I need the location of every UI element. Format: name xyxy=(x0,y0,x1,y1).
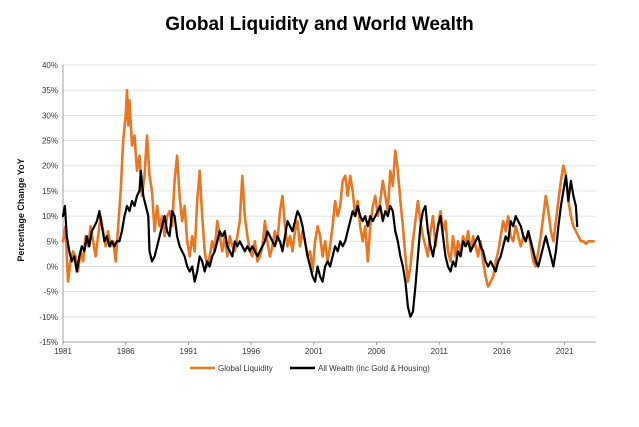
y-tick-label: -10% xyxy=(39,313,58,322)
x-tick-label: 2001 xyxy=(305,347,323,356)
y-axis-label: Percentage Change YoY xyxy=(16,158,26,261)
legend: Global Liquidity All Wealth (inc Gold & H… xyxy=(190,364,430,373)
y-tick-label: 15% xyxy=(42,187,58,196)
y-tick-label: 35% xyxy=(42,86,58,95)
gridlines xyxy=(63,64,596,343)
x-tick-label: 2016 xyxy=(493,347,511,356)
x-tick-labels: 1981 1986 1991 1996 2001 2006 2011 2016 2021 xyxy=(54,347,574,356)
legend-label: All Wealth (inc Gold & Housing) xyxy=(318,364,430,373)
x-tick-label: 1981 xyxy=(54,347,72,356)
y-tick-label: -15% xyxy=(39,338,58,347)
series-line-global-liquidity xyxy=(61,88,595,288)
y-tick-label: 25% xyxy=(42,137,58,146)
y-tick-label: -5% xyxy=(44,288,58,297)
y-tick-label: 40% xyxy=(42,61,58,70)
series-line-all-wealth xyxy=(61,169,579,318)
x-tick-label: 1996 xyxy=(242,347,260,356)
x-tick-label: 2021 xyxy=(556,347,574,356)
x-tick-label: 1986 xyxy=(117,347,135,356)
y-tick-label: 30% xyxy=(42,111,58,120)
x-tick-label: 1991 xyxy=(180,347,198,356)
y-tick-label: 0% xyxy=(46,262,58,271)
y-tick-label: 10% xyxy=(42,212,58,221)
axes xyxy=(62,65,596,345)
x-tick-label: 2011 xyxy=(431,347,449,356)
y-tick-label: 5% xyxy=(46,237,58,246)
legend-label: Global Liquidity xyxy=(218,364,273,373)
y-tick-label: 20% xyxy=(42,162,58,171)
chart-title: Global Liquidity and World Wealth xyxy=(165,14,474,35)
series-lines xyxy=(61,88,595,318)
y-tick-labels: -15% -10% -5% 0% 5% 10% 15% 20% 25% 30% 35% 40% xyxy=(39,61,58,347)
x-tick-label: 2006 xyxy=(368,347,386,356)
